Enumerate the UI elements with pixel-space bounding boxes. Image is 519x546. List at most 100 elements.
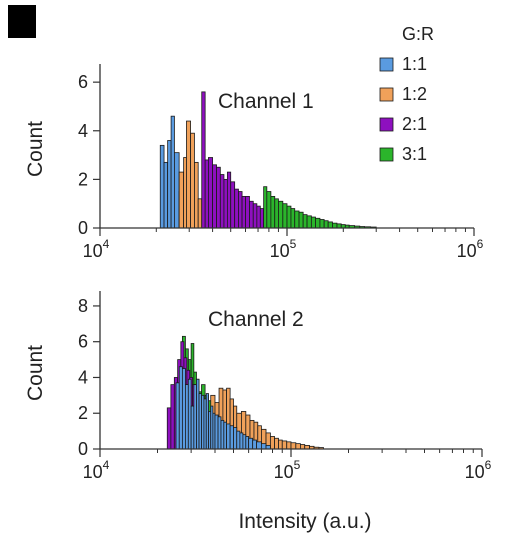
x-axis-label: Intensity (a.u.) [238,510,371,533]
bar [185,384,189,450]
bar [274,437,279,450]
bar [226,423,231,450]
bar [208,157,213,229]
bar [282,203,288,229]
bar [266,191,272,229]
legend-label: 3:1 [402,144,427,164]
bar [204,159,209,229]
bar [290,208,296,229]
x-tick-label: 105 [274,458,301,482]
series-2-1 [201,91,265,229]
bar [278,439,283,450]
bar [190,405,195,450]
bar [278,200,284,229]
legend-swatch [379,117,394,132]
bar [294,210,300,229]
legend-label: 1:1 [402,54,427,74]
bar [249,200,254,229]
bar [252,439,257,450]
legend-swatch [379,87,394,102]
bar [166,407,172,450]
y-tick-label: 2 [78,403,88,423]
bar [217,416,222,450]
bar [190,132,195,229]
legend-entry: 2:1 [379,114,427,134]
bar [270,195,276,229]
bar [306,215,312,229]
bar [230,181,236,229]
x-tick-label: 106 [465,458,492,482]
bar [323,220,329,229]
bar [236,430,241,450]
bar [286,441,292,450]
legend-entry: 3:1 [379,144,427,164]
legend-swatch [379,147,394,162]
legend-label: 2:1 [402,114,427,134]
bar [181,368,186,450]
bar [223,178,228,229]
bar [186,120,191,229]
channel-1-panel: 0 2 4 6 104 105 106 Count Channel 1 [24,64,484,261]
y-tick-label: 4 [78,121,88,141]
bar [233,427,238,450]
bar [274,198,279,229]
x-tick-label: 105 [270,237,297,261]
channel-2-panel: 0 2 4 6 8 104 105 106 Count Channel 2 [24,291,492,482]
y-axis-label: Count [24,121,47,177]
bar [319,219,325,229]
bar [269,436,275,450]
bar [299,444,306,450]
bar [167,140,172,229]
series-3-1 [263,186,377,229]
legend-title: G:R [402,24,434,44]
bar [248,437,254,450]
bar [238,191,243,229]
bar [261,443,267,450]
bar [223,421,227,450]
bar [178,171,185,229]
bar [239,432,244,450]
bar [245,436,250,450]
bar [229,425,234,450]
x-tick-label: 104 [83,458,110,482]
bar [286,205,292,229]
bar [315,217,321,229]
bar [214,414,219,450]
y-tick-label: 0 [78,218,88,238]
bar [298,211,304,229]
bar [263,186,268,229]
bar [163,161,169,229]
bar [242,434,247,450]
y-tick-label: 4 [78,367,88,387]
legend-entry: 1:2 [379,84,427,104]
bar [174,152,180,229]
y-tick-label: 8 [78,296,88,316]
bar [216,166,221,229]
series-1-2 [178,120,203,229]
bar [252,203,258,229]
bar [159,144,165,229]
x-tick-label: 106 [457,237,484,261]
bar [234,188,239,229]
bar [170,384,175,450]
legend-swatch [379,57,394,72]
bar [256,441,262,450]
y-tick-label: 6 [78,332,88,352]
bar [178,366,183,450]
bar [219,174,225,229]
bar [194,161,199,229]
legend-label: 1:2 [402,84,427,104]
bar [201,91,206,229]
bar [256,205,261,229]
y-tick-label: 6 [78,72,88,92]
channel-label: Channel 1 [218,90,314,113]
bar [197,198,203,229]
channel-label: Channel 2 [208,308,304,331]
bar [310,216,316,229]
bar [295,443,301,450]
bar [290,442,297,450]
bar [187,378,192,450]
bar [245,195,250,229]
series-1-1 [175,366,271,450]
